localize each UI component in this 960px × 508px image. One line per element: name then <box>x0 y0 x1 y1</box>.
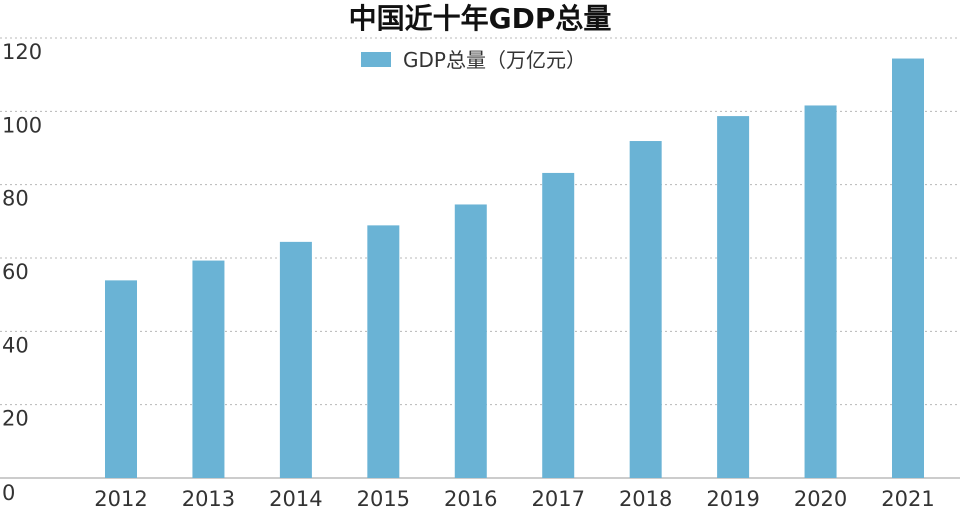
x-tick-label: 2013 <box>182 487 235 508</box>
x-tick-label: 2012 <box>94 487 147 508</box>
bar-2021 <box>892 58 924 479</box>
x-tick-label: 2017 <box>531 487 584 508</box>
x-tick-label: 2021 <box>881 487 934 508</box>
x-tick-label: 2020 <box>794 487 847 508</box>
bar-2013 <box>192 260 225 478</box>
legend: GDP总量（万亿元） <box>361 48 586 72</box>
chart-title: 中国近十年GDP总量 <box>349 2 612 35</box>
x-tick-label: 2016 <box>444 487 497 508</box>
bar-2018 <box>629 141 662 479</box>
bar-2016 <box>454 204 487 478</box>
x-tick-label: 2014 <box>269 487 322 508</box>
legend-swatch <box>361 52 391 67</box>
y-tick-label: 120 <box>2 40 42 64</box>
x-tick-label: 2018 <box>619 487 672 508</box>
y-tick-label: 20 <box>2 407 29 431</box>
bar-2015 <box>367 225 400 478</box>
y-axis-ticks: 0 20 40 60 80 100 120 <box>2 40 42 505</box>
y-tick-label: 40 <box>2 333 29 357</box>
y-tick-label: 60 <box>2 260 29 284</box>
legend-label: GDP总量（万亿元） <box>403 48 586 72</box>
bar-2019 <box>717 116 750 478</box>
y-tick-label: 0 <box>2 481 15 505</box>
y-tick-label: 100 <box>2 113 42 137</box>
bars <box>105 58 924 479</box>
bar-2014 <box>279 241 312 478</box>
bar-2012 <box>105 280 137 478</box>
y-tick-label: 80 <box>2 187 29 211</box>
bar-2020 <box>804 105 837 478</box>
bar-2017 <box>542 172 575 478</box>
x-axis-ticks: 2012 2013 2014 2015 2016 2017 2018 2019 2020 2021 <box>94 487 934 508</box>
x-tick-label: 2015 <box>357 487 410 508</box>
x-tick-label: 2019 <box>706 487 759 508</box>
